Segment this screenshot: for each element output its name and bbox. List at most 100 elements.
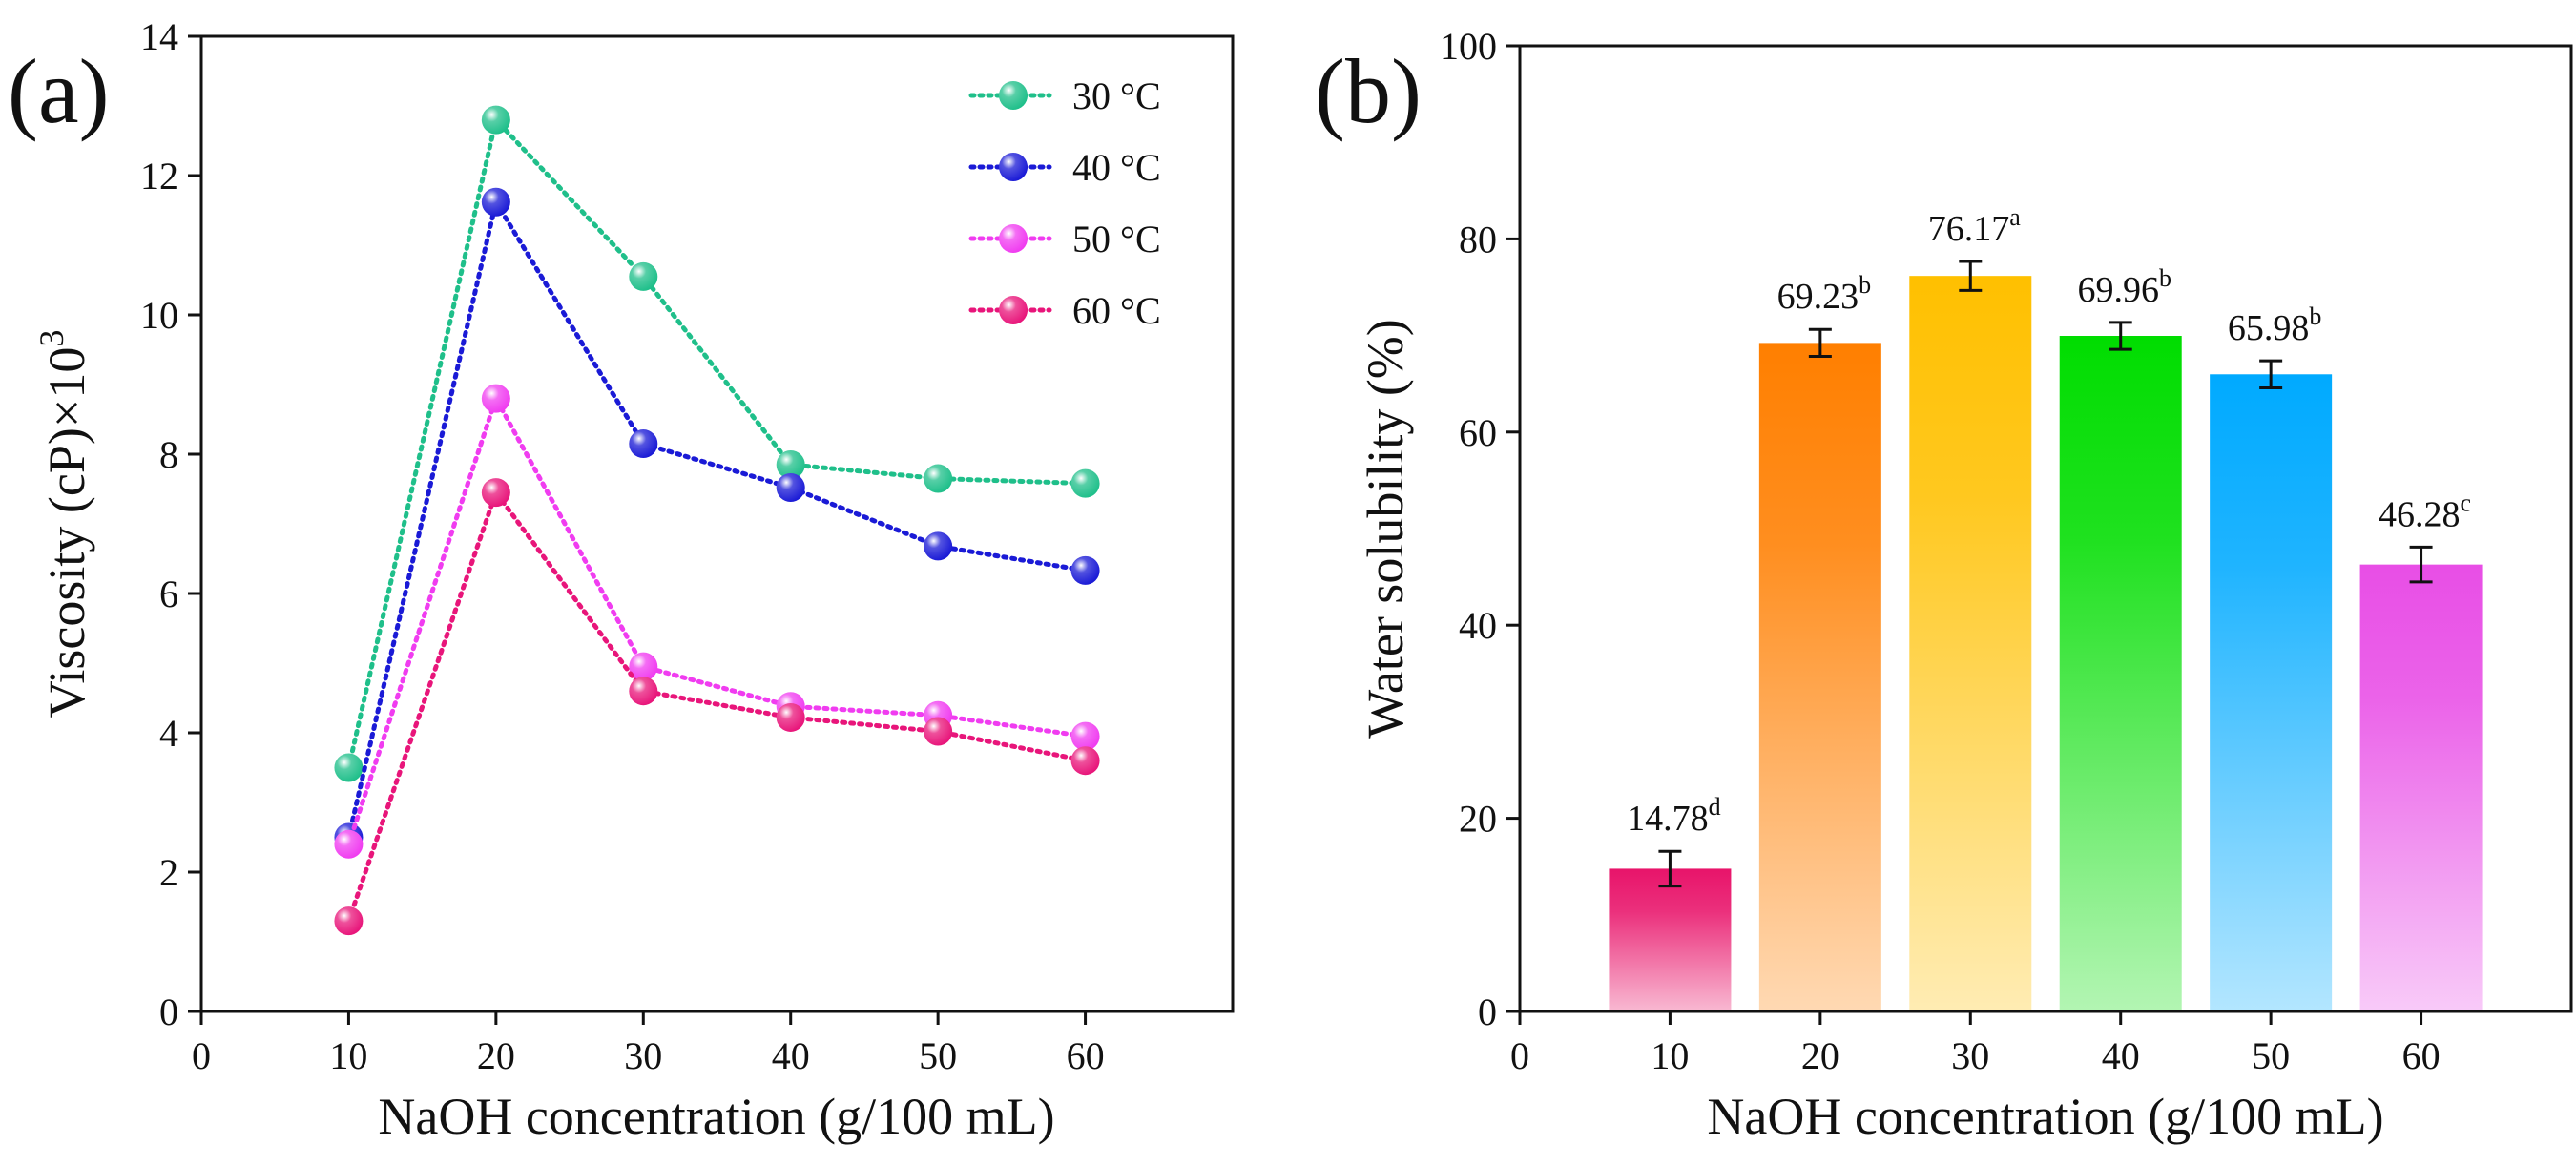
panel-b-y-axis-title: Water solubility (%) (1357, 319, 1414, 739)
data-point (629, 652, 658, 681)
panel-a-y-tick-label: 6 (159, 573, 178, 615)
bar-value-label: 14.78d (1627, 793, 1721, 839)
panel-b-x-tick-label: 60 (2402, 1034, 2441, 1077)
panel-b-y-tick-label: 60 (1459, 411, 1497, 454)
panel-a-y-tick-label: 4 (159, 712, 178, 755)
y-axis-title-exp: 3 (32, 330, 71, 347)
series-line-40c (345, 196, 1089, 840)
panel-b-x-tick-label: 30 (1951, 1034, 1989, 1077)
panel-a-ticks: 0 10 20 30 40 50 60 0 2 4 6 8 10 12 14 (140, 15, 1105, 1077)
panel-b-y-tick-label: 80 (1459, 218, 1497, 260)
panel-a-x-tick-label: 20 (477, 1034, 515, 1077)
panel-b-y-tick-label: 40 (1459, 604, 1497, 647)
panel-b-plot-frame (1518, 44, 2573, 1013)
bar-value-label: 46.28c (2379, 489, 2471, 534)
panel-a-y-tick-label: 14 (140, 15, 178, 58)
panel-a-x-tick-label: 50 (919, 1034, 957, 1077)
panel-a-x-tick-label: 40 (772, 1034, 810, 1077)
bar-value: 69.23 (1777, 277, 1859, 317)
bar-value-label: 69.96b (2077, 264, 2171, 310)
panel-a-x-tick-label: 60 (1067, 1034, 1105, 1077)
panel-b-x-tick-label: 10 (1651, 1034, 1689, 1077)
panel-a-y-tick-label: 10 (140, 294, 178, 337)
y-axis-title-mult: ×10 (38, 347, 95, 427)
data-point (924, 531, 953, 561)
panel-b-x-axis-title: NaOH concentration (g/100 mL) (1707, 1088, 2383, 1145)
panel-b-y-tick-label: 100 (1440, 25, 1497, 68)
significance-letter: b (1859, 271, 1871, 299)
panel-b-label: (b) (1315, 40, 1422, 142)
legend-label: 50 °C (1072, 218, 1161, 260)
legend-label: 60 °C (1072, 289, 1161, 332)
series-line-50c (345, 392, 1089, 847)
panel-b-x-tick-label: 20 (1801, 1034, 1839, 1077)
data-point (1070, 746, 1100, 776)
bar-value-label: 76.17a (1928, 203, 2022, 249)
significance-letter: d (1709, 793, 1721, 821)
panel-a-y-tick-label: 0 (159, 990, 178, 1033)
data-point (481, 384, 510, 413)
panel-a-y-axis-title: Viscosity (cP)×103 (32, 330, 95, 718)
panel-b-y-tick-label: 0 (1478, 990, 1497, 1033)
legend-label: 30 °C (1072, 74, 1161, 117)
bar (2359, 564, 2483, 1011)
bar (2210, 374, 2333, 1011)
panel-b-solubility-chart: (b) 0 10 20 30 40 50 60 0 20 40 60 80 100 14.78d 69.2… (1315, 25, 2573, 1145)
data-point (924, 464, 953, 493)
bar-value: 14.78 (1627, 799, 1709, 839)
legend-marker (999, 224, 1028, 253)
legend-label: 40 °C (1072, 146, 1161, 189)
panel-b-x-tick-label: 50 (2252, 1034, 2290, 1077)
panel-a-plot-frame (199, 34, 1235, 1013)
panel-a-x-tick-label: 30 (624, 1034, 662, 1077)
data-point (776, 473, 805, 503)
panel-b-ticks: 0 10 20 30 40 50 60 0 20 40 60 80 100 (1440, 25, 2441, 1077)
data-point (334, 829, 364, 859)
significance-letter: b (2309, 302, 2321, 330)
data-point (776, 449, 805, 479)
data-point (629, 677, 658, 706)
bar-value-label: 69.23b (1777, 271, 1872, 317)
bar-value: 76.17 (1928, 209, 2010, 249)
data-point (481, 105, 510, 135)
panel-b-x-tick-label: 0 (1510, 1034, 1529, 1077)
data-point (1070, 468, 1100, 498)
bar-value-label: 65.98b (2228, 302, 2322, 348)
bar (2059, 336, 2182, 1012)
panel-a-y-tick-label: 12 (140, 155, 178, 198)
legend-marker (999, 81, 1028, 110)
panel-a-x-tick-label: 0 (192, 1034, 211, 1077)
legend-marker (999, 153, 1028, 181)
series-line-60c (345, 487, 1089, 924)
y-axis-title-main: Viscosity (cP) (38, 427, 95, 718)
data-point (629, 261, 658, 291)
bar-value: 69.96 (2077, 270, 2159, 310)
data-point (1070, 721, 1100, 751)
data-point (481, 187, 510, 217)
bar (1758, 343, 1881, 1011)
data-point (334, 906, 364, 936)
significance-letter: c (2461, 489, 2472, 516)
panel-a-viscosity-chart: (a) 0 10 20 30 40 50 60 0 2 4 6 8 10 12 14 30 °C 40 °C 5… (8, 15, 1235, 1145)
panel-b-x-tick-label: 40 (2102, 1034, 2140, 1077)
panel-a-x-tick-label: 10 (329, 1034, 367, 1077)
data-point (334, 753, 364, 782)
bar (1609, 868, 1732, 1011)
bar-value: 65.98 (2228, 308, 2310, 348)
panel-a-y-tick-label: 2 (159, 851, 178, 894)
significance-letter: a (2009, 203, 2021, 231)
bar (1909, 276, 2032, 1011)
panel-a-series (334, 105, 1100, 936)
legend-marker (999, 296, 1028, 324)
panel-a-label: (a) (8, 40, 110, 142)
data-point (481, 478, 510, 508)
data-point (629, 429, 658, 459)
data-point (776, 702, 805, 732)
panel-a-y-tick-label: 8 (159, 433, 178, 476)
significance-letter: b (2159, 264, 2171, 292)
panel-b-y-tick-label: 20 (1459, 798, 1497, 841)
data-point (1070, 555, 1100, 585)
panel-a-legend: 30 °C 40 °C 50 °C 60 °C (968, 74, 1161, 332)
